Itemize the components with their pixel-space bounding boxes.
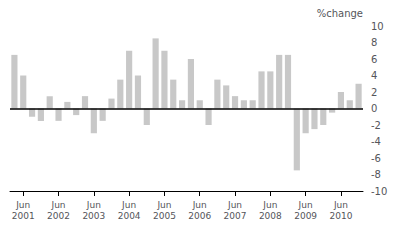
svg-text:-10: -10: [371, 186, 387, 197]
svg-text:Jun: Jun: [262, 200, 277, 210]
svg-text:2005: 2005: [153, 211, 176, 221]
svg-text:2001: 2001: [12, 211, 35, 221]
svg-text:-4: -4: [371, 136, 381, 147]
svg-text:2006: 2006: [188, 211, 211, 221]
svg-text:10: 10: [371, 21, 384, 32]
svg-text:Jun: Jun: [15, 200, 30, 210]
svg-text:4: 4: [371, 70, 377, 81]
svg-text:Jun: Jun: [192, 200, 207, 210]
svg-text:8: 8: [371, 37, 377, 48]
svg-text:Jun: Jun: [51, 200, 66, 210]
svg-text:%change: %change: [317, 8, 363, 19]
svg-text:0: 0: [371, 103, 377, 114]
svg-text:Jun: Jun: [86, 200, 101, 210]
svg-text:-8: -8: [371, 169, 381, 180]
svg-text:2010: 2010: [329, 211, 352, 221]
svg-text:2002: 2002: [47, 211, 70, 221]
svg-text:Jun: Jun: [227, 200, 242, 210]
svg-text:2007: 2007: [224, 211, 247, 221]
svg-text:6: 6: [371, 54, 377, 65]
svg-text:Jun: Jun: [156, 200, 171, 210]
svg-text:Jun: Jun: [333, 200, 348, 210]
svg-text:2008: 2008: [259, 211, 282, 221]
svg-text:-6: -6: [371, 153, 381, 164]
svg-text:Jun: Jun: [121, 200, 136, 210]
svg-text:2003: 2003: [82, 211, 105, 221]
svg-text:2004: 2004: [118, 211, 141, 221]
svg-text:2: 2: [371, 87, 377, 98]
svg-text:Jun: Jun: [298, 200, 313, 210]
svg-text:-2: -2: [371, 120, 381, 131]
svg-text:2009: 2009: [294, 211, 317, 221]
